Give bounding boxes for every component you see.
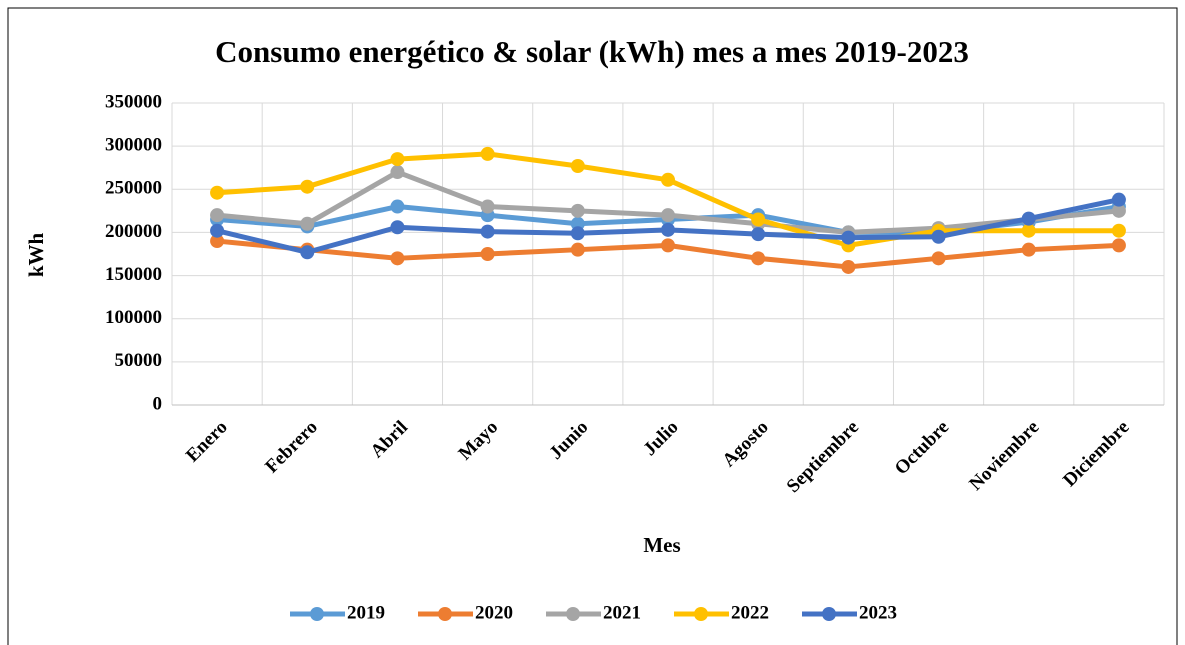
legend-label: 2022: [731, 602, 769, 623]
y-tick-label: 300000: [105, 135, 162, 156]
legend-label: 2021: [603, 602, 641, 623]
series-marker: [1021, 223, 1036, 238]
series-marker: [570, 242, 585, 257]
series-marker: [390, 199, 405, 214]
legend-marker: [822, 607, 836, 621]
legend-marker: [566, 607, 580, 621]
series-marker: [841, 259, 856, 274]
legend-marker: [438, 607, 452, 621]
series-marker: [570, 203, 585, 218]
y-tick-label: 50000: [115, 350, 163, 371]
series-marker: [751, 227, 766, 242]
series-marker: [570, 226, 585, 241]
series-marker: [300, 216, 315, 231]
series-marker: [661, 222, 675, 237]
series-marker: [1111, 192, 1126, 207]
series-marker: [300, 245, 315, 260]
series-marker: [1021, 211, 1036, 226]
series-marker: [210, 234, 225, 249]
legend-marker: [694, 607, 708, 621]
legend-marker: [310, 607, 324, 621]
series-marker: [210, 185, 225, 200]
series-marker: [661, 238, 675, 253]
series-marker: [931, 229, 946, 244]
y-axis-title: kWh: [24, 233, 48, 278]
series-marker: [1111, 203, 1126, 218]
series-marker: [390, 165, 405, 180]
chart-border: [7, 7, 1178, 645]
y-tick-label: 0: [153, 393, 163, 414]
series-marker: [570, 158, 585, 173]
series-marker: [1111, 238, 1126, 253]
y-tick-label: 100000: [105, 307, 162, 328]
series-marker: [661, 172, 675, 187]
series-marker: [480, 146, 495, 161]
x-axis-title: Mes: [643, 533, 680, 557]
series-marker: [390, 220, 405, 235]
series-marker: [841, 230, 856, 245]
series-marker: [480, 199, 495, 214]
series-marker: [1021, 242, 1036, 257]
y-tick-label: 150000: [105, 264, 162, 285]
series-marker: [390, 251, 405, 266]
series-marker: [751, 251, 766, 266]
legend-label: 2023: [859, 602, 897, 623]
legend-label: 2020: [475, 602, 513, 623]
series-marker: [1111, 223, 1126, 238]
series-marker: [210, 208, 225, 223]
series-marker: [751, 212, 766, 227]
series-marker: [390, 152, 405, 167]
legend-label: 2019: [347, 602, 385, 623]
series-marker: [480, 247, 495, 261]
series-marker: [210, 223, 225, 238]
y-tick-label: 200000: [105, 221, 162, 242]
series-marker: [931, 251, 946, 266]
y-tick-label: 250000: [105, 178, 162, 199]
y-tick-label: 350000: [105, 91, 162, 112]
series-marker: [661, 208, 675, 223]
chart-title: Consumo energético & solar (kWh) mes a m…: [215, 34, 969, 69]
series-marker: [300, 179, 315, 194]
series-marker: [480, 224, 495, 239]
